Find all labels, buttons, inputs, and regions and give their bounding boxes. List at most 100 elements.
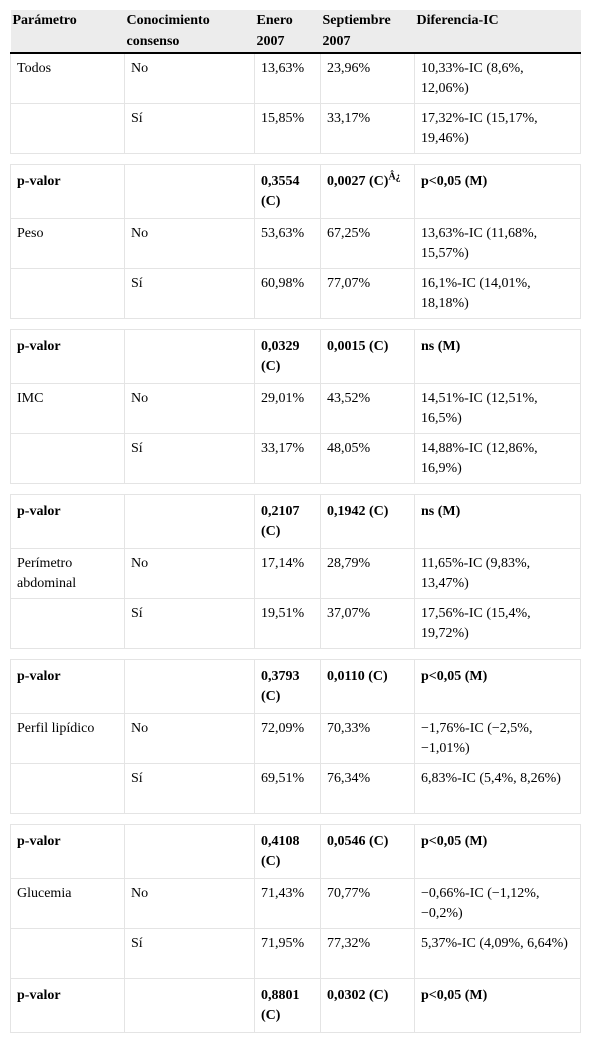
cell: 29,01% <box>254 382 321 434</box>
cell: No <box>124 217 255 269</box>
cell: 60,98% <box>254 267 321 319</box>
header-cell: Enero 2007 <box>254 10 321 54</box>
cell: 5,37%-IC (4,09%, 6,64%) <box>414 927 581 979</box>
cell: 17,32%-IC (15,17%, 19,46%) <box>414 102 581 154</box>
data-row: Sí 69,51% 76,34% 6,83%-IC (5,4%, 8,26%) <box>10 762 581 814</box>
data-row: Sí 19,51% 37,07% 17,56%-IC (15,4%, 19,72%) <box>10 597 581 649</box>
data-row: IMC No 29,01% 43,52% 14,51%-IC (12,51%, 16,5… <box>10 382 581 434</box>
cell-text: 0,0027 (C) <box>327 173 389 189</box>
cell <box>124 977 255 1033</box>
data-row: Sí 15,85% 33,17% 17,32%-IC (15,17%, 19,46%) <box>10 102 581 154</box>
cell: 71,43% <box>254 877 321 929</box>
cell: 0,1942 (C) <box>320 493 415 549</box>
cell: ns (M) <box>414 328 581 384</box>
cell: 0,0302 (C) <box>320 977 415 1033</box>
cell: p-valor <box>10 823 125 879</box>
spacer-row <box>10 152 581 165</box>
cell: Peso <box>10 217 125 269</box>
cell: Sí <box>124 597 255 649</box>
cell: 17,56%-IC (15,4%, 19,72%) <box>414 597 581 649</box>
cell: IMC <box>10 382 125 434</box>
cell: No <box>124 877 255 929</box>
cell: 72,09% <box>254 712 321 764</box>
cell: p-valor <box>10 977 125 1033</box>
cell <box>124 823 255 879</box>
cell: 19,51% <box>254 597 321 649</box>
cell: Sí <box>124 762 255 814</box>
data-row: Sí 60,98% 77,07% 16,1%-IC (14,01%, 18,18%) <box>10 267 581 319</box>
cell: 0,0546 (C) <box>320 823 415 879</box>
spacer-row <box>10 812 581 825</box>
cell: 13,63% <box>254 52 321 104</box>
spacer-row <box>10 317 581 330</box>
data-row: Sí 33,17% 48,05% 14,88%-IC (12,86%, 16,9%) <box>10 432 581 484</box>
cell: 70,77% <box>320 877 415 929</box>
cell: 77,32% <box>320 927 415 979</box>
cell: p-valor <box>10 328 125 384</box>
cell: 0,8801 (C) <box>254 977 321 1033</box>
header-row: Parámetro Conocimiento consenso Enero 2007… <box>10 10 581 54</box>
cell: 14,51%-IC (12,51%, 16,5%) <box>414 382 581 434</box>
cell: 70,33% <box>320 712 415 764</box>
header-cell: Septiembre 2007 <box>320 10 415 54</box>
cell: 14,88%-IC (12,86%, 16,9%) <box>414 432 581 484</box>
cell: Todos <box>10 52 125 104</box>
cell-sup: Â¿ <box>388 170 401 182</box>
cell: 0,0015 (C) <box>320 328 415 384</box>
cell: 71,95% <box>254 927 321 979</box>
cell: 0,0027 (C)Â¿ <box>320 163 415 219</box>
cell: 67,25% <box>320 217 415 269</box>
data-row: Sí 71,95% 77,32% 5,37%-IC (4,09%, 6,64%) <box>10 927 581 979</box>
cell: 0,2107 (C) <box>254 493 321 549</box>
cell <box>10 597 125 649</box>
cell: No <box>124 52 255 104</box>
p-value-row: p-valor 0,3554 (C) 0,0027 (C)Â¿ p<0,05 (M) <box>10 163 581 219</box>
cell: 11,65%-IC (9,83%, 13,47%) <box>414 547 581 599</box>
header-cell: Diferencia-IC <box>414 10 581 54</box>
results-table: Parámetro Conocimiento consenso Enero 2007… <box>10 10 581 1033</box>
cell: 13,63%-IC (11,68%, 15,57%) <box>414 217 581 269</box>
p-value-row: p-valor 0,3793 (C) 0,0110 (C) p<0,05 (M) <box>10 658 581 714</box>
cell: 0,3554 (C) <box>254 163 321 219</box>
cell: p-valor <box>10 163 125 219</box>
cell: 69,51% <box>254 762 321 814</box>
cell: No <box>124 712 255 764</box>
cell: 77,07% <box>320 267 415 319</box>
p-value-row: p-valor 0,0329 (C) 0,0015 (C) ns (M) <box>10 328 581 384</box>
spacer-cell <box>10 482 581 495</box>
cell: 0,0329 (C) <box>254 328 321 384</box>
p-value-row: p-valor 0,2107 (C) 0,1942 (C) ns (M) <box>10 493 581 549</box>
cell: p-valor <box>10 658 125 714</box>
data-row: Todos No 13,63% 23,96% 10,33%-IC (8,6%, 12,0… <box>10 52 581 104</box>
cell <box>10 102 125 154</box>
cell: 28,79% <box>320 547 415 599</box>
cell: 0,0110 (C) <box>320 658 415 714</box>
cell: Sí <box>124 432 255 484</box>
cell: Sí <box>124 102 255 154</box>
cell <box>10 762 125 814</box>
spacer-cell <box>10 647 581 660</box>
spacer-cell <box>10 812 581 825</box>
cell: 33,17% <box>254 432 321 484</box>
cell: −1,76%-IC (−2,5%, −1,01%) <box>414 712 581 764</box>
header-cell: Parámetro <box>10 10 125 54</box>
cell <box>10 267 125 319</box>
p-value-row: p-valor 0,8801 (C) 0,0302 (C) p<0,05 (M) <box>10 977 581 1033</box>
cell: 6,83%-IC (5,4%, 8,26%) <box>414 762 581 814</box>
cell: p<0,05 (M) <box>414 977 581 1033</box>
cell <box>124 328 255 384</box>
cell: 33,17% <box>320 102 415 154</box>
cell: p<0,05 (M) <box>414 163 581 219</box>
spacer-row <box>10 647 581 660</box>
cell: p<0,05 (M) <box>414 658 581 714</box>
cell: Perfil lipídico <box>10 712 125 764</box>
cell <box>10 927 125 979</box>
cell: 15,85% <box>254 102 321 154</box>
header-cell: Conocimiento consenso <box>124 10 255 54</box>
cell: 0,3793 (C) <box>254 658 321 714</box>
cell: No <box>124 547 255 599</box>
cell: 10,33%-IC (8,6%, 12,06%) <box>414 52 581 104</box>
spacer-cell <box>10 317 581 330</box>
spacer-cell <box>10 152 581 165</box>
cell: 16,1%-IC (14,01%, 18,18%) <box>414 267 581 319</box>
